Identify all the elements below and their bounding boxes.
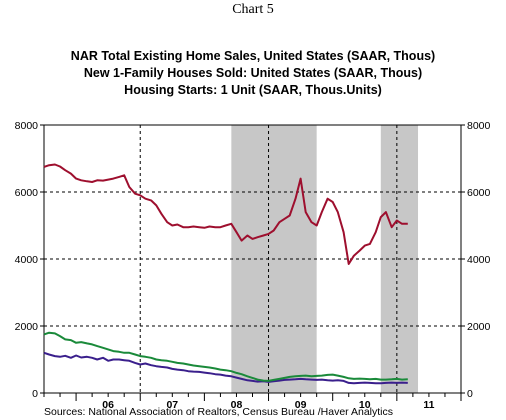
y-tick-label-right: 4000: [467, 254, 491, 266]
y-tick-label-left: 2000: [15, 321, 39, 333]
x-tick-label: 07: [166, 399, 178, 411]
y-tick-label-left: 0: [32, 388, 38, 400]
series-line-2: [43, 351, 408, 385]
series-line-1: [43, 163, 408, 265]
legend-series-3: Housing Starts: 1 Unit (SAAR, Thous.Unit…: [124, 83, 382, 97]
y-tick-label-left: 4000: [15, 254, 39, 266]
legend-series-1: NAR Total Existing Home Sales, United St…: [70, 49, 436, 63]
source-note: Sources: National Association of Realtor…: [44, 406, 394, 418]
x-tick-label: 09: [295, 399, 307, 411]
y-tick-label-right: 2000: [467, 321, 491, 333]
x-tick-label: 11: [423, 399, 434, 411]
y-tick-label-left: 8000: [15, 120, 39, 132]
y-tick-label-right: 0: [467, 388, 473, 400]
y-tick-label-right: 8000: [467, 120, 491, 132]
x-tick-label: 08: [231, 399, 243, 411]
legend-series-2: New 1-Family Houses Sold: United States …: [83, 66, 423, 80]
y-tick-label-right: 6000: [467, 187, 491, 199]
x-tick-label: 06: [102, 399, 114, 411]
x-tick-label: 10: [359, 399, 371, 411]
series-line-3: [43, 331, 408, 382]
chart-number: Chart 5: [232, 2, 274, 17]
y-tick-label-left: 6000: [15, 187, 39, 199]
